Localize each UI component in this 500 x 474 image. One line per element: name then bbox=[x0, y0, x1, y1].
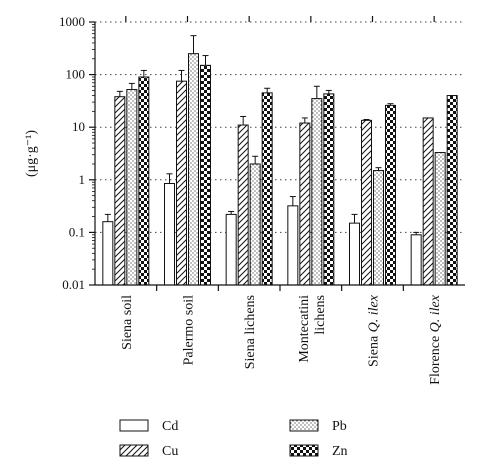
legend-label-zn: Zn bbox=[332, 444, 348, 459]
category-label: Siena lichens bbox=[243, 295, 258, 369]
bar-pb bbox=[249, 163, 261, 286]
legend-swatch-cd bbox=[119, 419, 149, 432]
bar-zn bbox=[385, 104, 396, 286]
category-label: Florence Q. ilex bbox=[428, 294, 443, 385]
bar-cu bbox=[361, 119, 372, 286]
bar-cu bbox=[299, 122, 311, 286]
legend-label-pb: Pb bbox=[332, 419, 347, 434]
category-label: Siena soil bbox=[120, 295, 135, 350]
bar-cu bbox=[422, 117, 434, 286]
bar-zn bbox=[446, 95, 458, 286]
legend-swatch-pb bbox=[289, 419, 319, 432]
legend-label-cd: Cd bbox=[162, 419, 178, 434]
y-tick-label: 100 bbox=[66, 67, 86, 82]
y-tick-label: 1000 bbox=[59, 14, 85, 29]
bar-zn bbox=[261, 92, 273, 286]
bar-cd bbox=[287, 205, 299, 286]
category-label-line: lichens bbox=[313, 295, 328, 335]
bar-cu bbox=[176, 80, 187, 286]
bar-cu bbox=[114, 96, 126, 286]
bar-pb bbox=[311, 98, 323, 286]
bar-pb bbox=[188, 53, 199, 286]
category-label: Palermo soil bbox=[182, 295, 197, 365]
y-tick-label: 0.01 bbox=[62, 277, 85, 292]
category-label-line: Siena lichens bbox=[243, 295, 258, 369]
bar-cd bbox=[164, 183, 175, 286]
bar-cd bbox=[349, 222, 360, 286]
legend-label-cu: Cu bbox=[162, 444, 178, 459]
category-label: Montecatinilichens bbox=[297, 295, 328, 363]
category-label-line: Siena soil bbox=[120, 295, 135, 350]
bar-pb bbox=[373, 170, 384, 286]
bar-pb bbox=[434, 152, 446, 286]
legend-swatch-cu bbox=[119, 444, 149, 457]
y-tick-label: 1 bbox=[79, 172, 86, 187]
y-tick-label: 0.1 bbox=[69, 224, 85, 239]
bar-cd bbox=[102, 221, 114, 286]
bar-zn bbox=[200, 64, 211, 286]
y-tick-label: 10 bbox=[72, 119, 85, 134]
category-label-line: Montecatini bbox=[297, 295, 312, 363]
category-label-line: Florence bbox=[428, 332, 443, 384]
bar-pb bbox=[126, 89, 138, 286]
category-label-italic: Q. ilex bbox=[367, 294, 382, 332]
bar-cd bbox=[225, 213, 237, 286]
legend-swatch-zn bbox=[289, 444, 319, 457]
category-label: Siena Q. ilex bbox=[367, 294, 382, 367]
category-label-italic: Q. ilex bbox=[428, 294, 443, 332]
bar-cu bbox=[237, 124, 249, 286]
category-label-line: Siena bbox=[367, 332, 382, 367]
bar-zn bbox=[138, 76, 150, 286]
bar-zn bbox=[323, 93, 335, 286]
bar-cd bbox=[410, 234, 422, 286]
category-label-line: Palermo soil bbox=[182, 295, 197, 365]
y-axis-label: (μg·g⁻¹) bbox=[24, 130, 39, 177]
